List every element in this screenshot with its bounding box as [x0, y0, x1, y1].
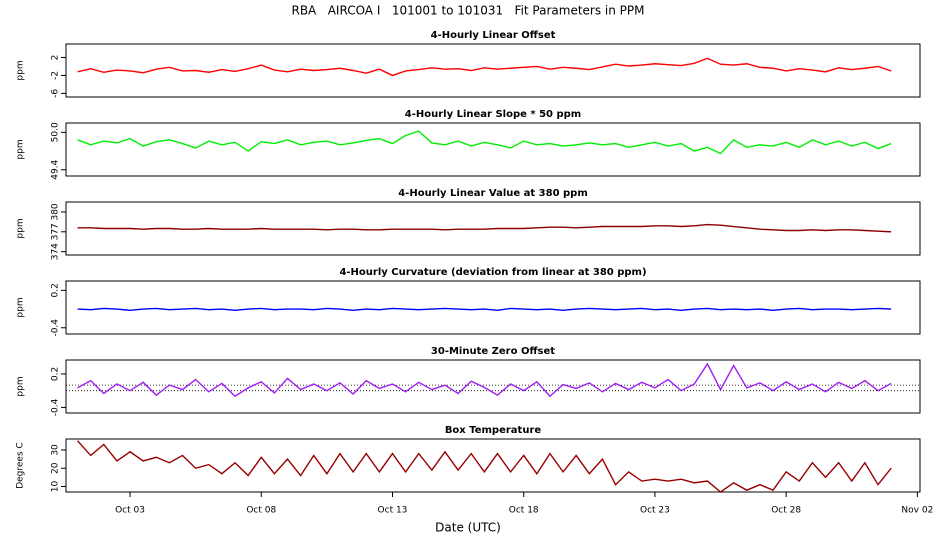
y-tick-label: 0.2 [51, 367, 61, 381]
y-tick-label: 380 [51, 203, 61, 220]
data-line [77, 307, 892, 312]
y-tick-label: 30 [51, 444, 61, 456]
x-tick-label: Oct 03 [115, 506, 145, 516]
panel-title: 4-Hourly Linear Slope * 50 ppm [405, 109, 581, 120]
plot-frame [65, 438, 921, 493]
y-tick-label: 2 [51, 55, 61, 61]
panel-title: 30-Minute Zero Offset [431, 346, 555, 357]
y-tick-label: 20 [51, 462, 61, 474]
data-line [77, 440, 892, 493]
y-tick-label: -0.4 [51, 398, 61, 416]
plot-frame [65, 201, 921, 256]
y-tick-label: -0.4 [51, 319, 61, 337]
y-tick-label: -6 [51, 89, 61, 98]
y-axis-title: ppm [16, 218, 26, 238]
data-line [77, 223, 892, 233]
chart-title: RBA AIRCOA I 101001 to 101031 Fit Parame… [291, 4, 644, 18]
y-axis-title: ppm [16, 297, 26, 317]
data-line [77, 362, 892, 398]
x-tick-label: Nov 02 [901, 506, 933, 516]
y-tick-label: 0.2 [51, 283, 61, 297]
x-tick-label: Oct 28 [771, 506, 801, 516]
y-tick-label: 374 [51, 243, 61, 260]
y-tick-label: 377 [51, 223, 61, 240]
plot-frame [65, 43, 921, 98]
x-tick-label: Oct 23 [640, 506, 670, 516]
y-axis-title: ppm [16, 376, 26, 396]
y-tick-label: -2 [51, 71, 61, 80]
y-tick-label: 50.0 [51, 122, 61, 142]
data-line [77, 57, 892, 77]
y-axis-title: ppm [16, 60, 26, 80]
y-axis-title: Degrees C [16, 442, 26, 489]
panel-title: 4-Hourly Linear Value at 380 ppm [398, 188, 588, 199]
y-tick-label: 10 [51, 481, 61, 493]
x-axis-title: Date (UTC) [435, 521, 501, 535]
panel-title: Box Temperature [445, 425, 542, 436]
x-tick-label: Oct 08 [246, 506, 276, 516]
y-tick-label: 49.4 [51, 159, 61, 179]
y-axis-title: ppm [16, 139, 26, 159]
plot-frame [65, 122, 921, 177]
panel-title: 4-Hourly Curvature (deviation from linea… [339, 267, 646, 278]
x-tick-label: Oct 18 [509, 506, 539, 516]
plot-frame [65, 359, 921, 414]
x-tick-label: Oct 13 [378, 506, 408, 516]
panel-title: 4-Hourly Linear Offset [431, 30, 556, 41]
plot-frame [65, 280, 921, 335]
data-line [77, 130, 892, 155]
